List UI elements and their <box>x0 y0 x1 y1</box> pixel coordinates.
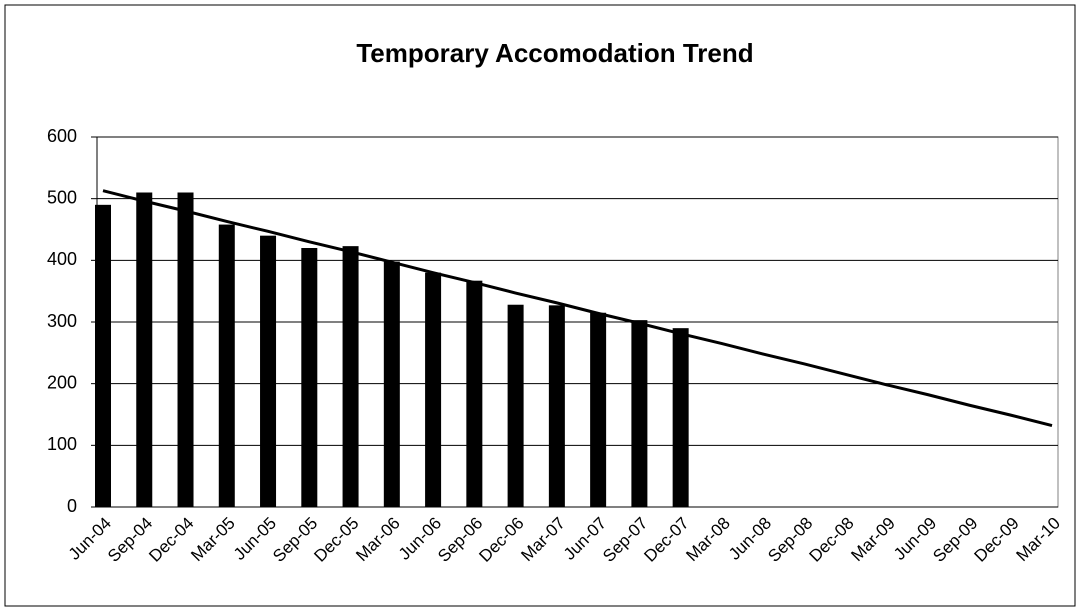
bar <box>177 192 194 507</box>
y-tick-label: 0 <box>67 496 77 516</box>
y-tick-label: 200 <box>47 372 77 392</box>
bar <box>631 320 648 507</box>
bar <box>548 305 565 507</box>
chart-title: Temporary Accomodation Trend <box>356 38 753 68</box>
bar <box>301 248 318 507</box>
y-tick-label: 100 <box>47 434 77 454</box>
bar <box>260 235 277 507</box>
y-tick-label: 400 <box>47 249 77 269</box>
bar <box>466 280 483 507</box>
trend-line <box>102 189 1053 428</box>
chart-frame <box>4 4 1076 607</box>
bar <box>342 246 359 507</box>
bar <box>136 192 153 507</box>
y-tick-label: 500 <box>47 187 77 207</box>
bar <box>590 312 607 507</box>
bar <box>507 304 524 507</box>
y-tick-label: 300 <box>47 311 77 331</box>
y-tick-label: 600 <box>47 126 77 146</box>
bar <box>95 204 111 508</box>
bar <box>425 272 442 507</box>
bar <box>672 328 689 507</box>
bar <box>218 224 235 508</box>
bar <box>383 261 400 507</box>
